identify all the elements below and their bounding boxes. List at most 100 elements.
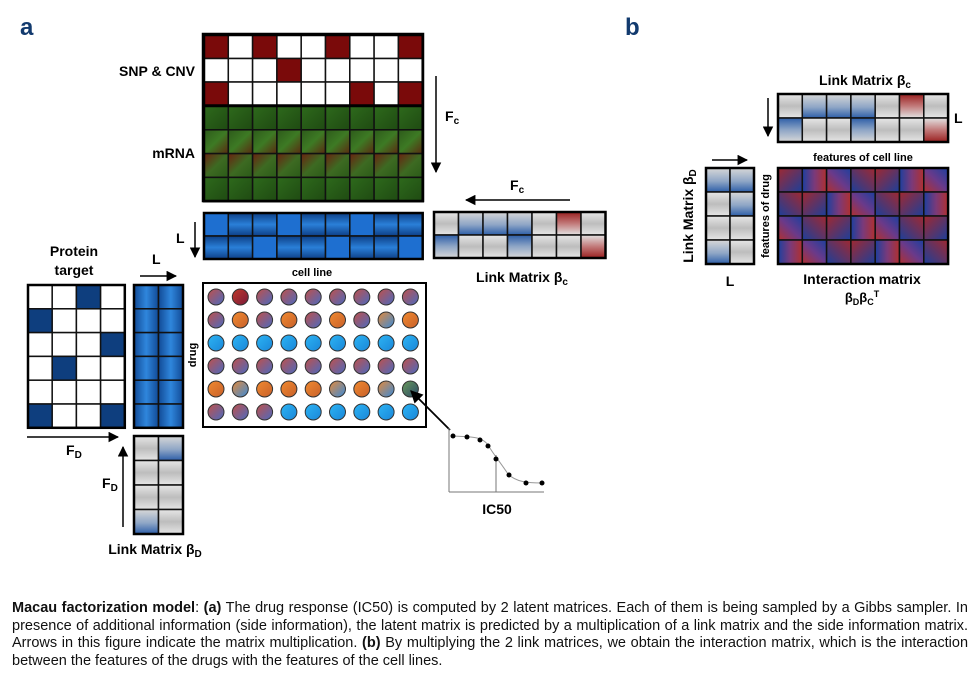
interaction-cell	[874, 191, 901, 217]
drug-response-well	[401, 380, 419, 398]
interaction-label-2: βDβCT	[845, 289, 880, 307]
drug-response-well	[329, 311, 346, 329]
l-label-bottom: L	[726, 273, 735, 289]
link-c-b-cell	[777, 117, 804, 143]
mrna-cell	[203, 152, 230, 179]
drug-label: drug	[187, 343, 199, 367]
link-d-a-cell-border	[132, 434, 185, 536]
drug-response-well	[207, 357, 225, 375]
mrna-cell	[227, 152, 254, 179]
mrna-cell	[227, 105, 254, 131]
snp-cell	[324, 57, 351, 83]
protein-cell	[99, 331, 126, 358]
mrna-cell	[373, 176, 400, 202]
interaction-cell-border	[776, 166, 950, 266]
drug-response-well	[329, 288, 346, 306]
mrna-cell	[349, 129, 375, 155]
drug-response-well	[377, 380, 395, 398]
link-c-a-cell	[506, 234, 533, 259]
drug-response-well	[377, 403, 395, 421]
interaction-cell	[874, 167, 901, 193]
panel-b-letter: b	[625, 14, 640, 41]
drug-response-well	[353, 357, 371, 375]
interaction-cell	[801, 215, 828, 241]
protein-cell	[51, 403, 78, 429]
drug-latent-cell	[157, 308, 184, 334]
drug-response-well	[353, 403, 371, 421]
drug-latent-cell	[133, 284, 160, 310]
mrna-cell	[203, 176, 230, 202]
mrna-cell	[373, 129, 400, 155]
interaction-cell	[923, 215, 949, 241]
snp-cnv-label: SNP & CNV	[119, 63, 196, 79]
cell-line-label: cell line	[292, 267, 332, 279]
interaction-cell	[923, 239, 949, 265]
link-d-b-cell	[705, 191, 731, 217]
link-c-b-cell	[923, 117, 949, 143]
interaction-cell	[777, 191, 804, 217]
drug-response-well	[353, 334, 371, 352]
protein-cell	[99, 403, 126, 429]
mrna-cell	[227, 129, 254, 155]
link-matrix-d-label-a: Link Matrix βD	[108, 541, 202, 560]
protein-target-label-2: target	[55, 262, 94, 278]
protein-cell	[99, 379, 126, 405]
interaction-cell	[898, 167, 925, 193]
cell-latent-cell	[203, 235, 230, 260]
features-drug-label: features of drug	[760, 174, 772, 258]
interaction-cell	[923, 191, 949, 217]
drug-response-well	[231, 288, 249, 306]
l-label-right: L	[954, 110, 963, 126]
drug-response-well	[304, 311, 322, 329]
protein-cell	[51, 379, 78, 405]
drug-response-well	[401, 357, 419, 375]
cell-latent-cell	[373, 212, 400, 237]
link-d-b-cell	[705, 239, 731, 265]
link-d-a-cell	[133, 435, 160, 462]
drug-response-well	[207, 380, 225, 398]
mrna-cell	[300, 129, 327, 155]
protein-cell	[51, 308, 78, 334]
interaction-cell	[825, 191, 852, 217]
protein-cell	[27, 355, 53, 381]
protein-cell	[51, 331, 78, 358]
mrna-cell	[276, 152, 302, 179]
drug-response-well	[256, 357, 274, 375]
link-c-b-cell	[898, 117, 925, 143]
link-matrix-c-label-a: Link Matrix βc	[476, 269, 568, 288]
interaction-cell	[898, 215, 925, 241]
cell-latent-cell	[276, 212, 302, 237]
protein-cell-border	[26, 283, 127, 430]
link-c-a-cell	[482, 211, 509, 236]
drug-response-well	[231, 311, 249, 329]
interaction-cell	[874, 215, 901, 241]
cell-latent-cell	[324, 212, 351, 237]
snp-cell	[203, 81, 230, 107]
interaction-cell	[801, 191, 828, 217]
figure-canvas: a b SNP & CNV mRNA Fc L cell line Fc Lin…	[20, 14, 963, 560]
protein-cell	[75, 284, 102, 310]
link-c-a-cell	[531, 234, 558, 259]
mrna-cell	[300, 176, 327, 202]
panel-a-letter: a	[20, 14, 34, 41]
snp-cell	[227, 57, 254, 83]
mrna-cell	[251, 152, 278, 179]
link-c-a-cell	[506, 211, 533, 236]
protein-cell	[75, 331, 102, 358]
link-c-a-cell	[580, 234, 607, 259]
link-matrix-d-b	[704, 166, 756, 266]
ic50-pointer-arrow	[410, 390, 451, 431]
mrna-cell	[251, 105, 278, 131]
l-label-drug: L	[152, 251, 161, 267]
mrna-cell	[324, 176, 351, 202]
snp-cell	[251, 34, 278, 60]
protein-cell	[99, 308, 126, 334]
interaction-cell	[923, 167, 949, 193]
cell-latent-cell	[251, 235, 278, 260]
drug-response-well	[256, 288, 274, 306]
drug-latent-cell	[157, 355, 184, 381]
protein-cell	[51, 284, 78, 310]
link-c-b-cell	[898, 93, 925, 119]
drug-response-well	[280, 357, 298, 375]
mrna-label: mRNA	[152, 145, 195, 161]
